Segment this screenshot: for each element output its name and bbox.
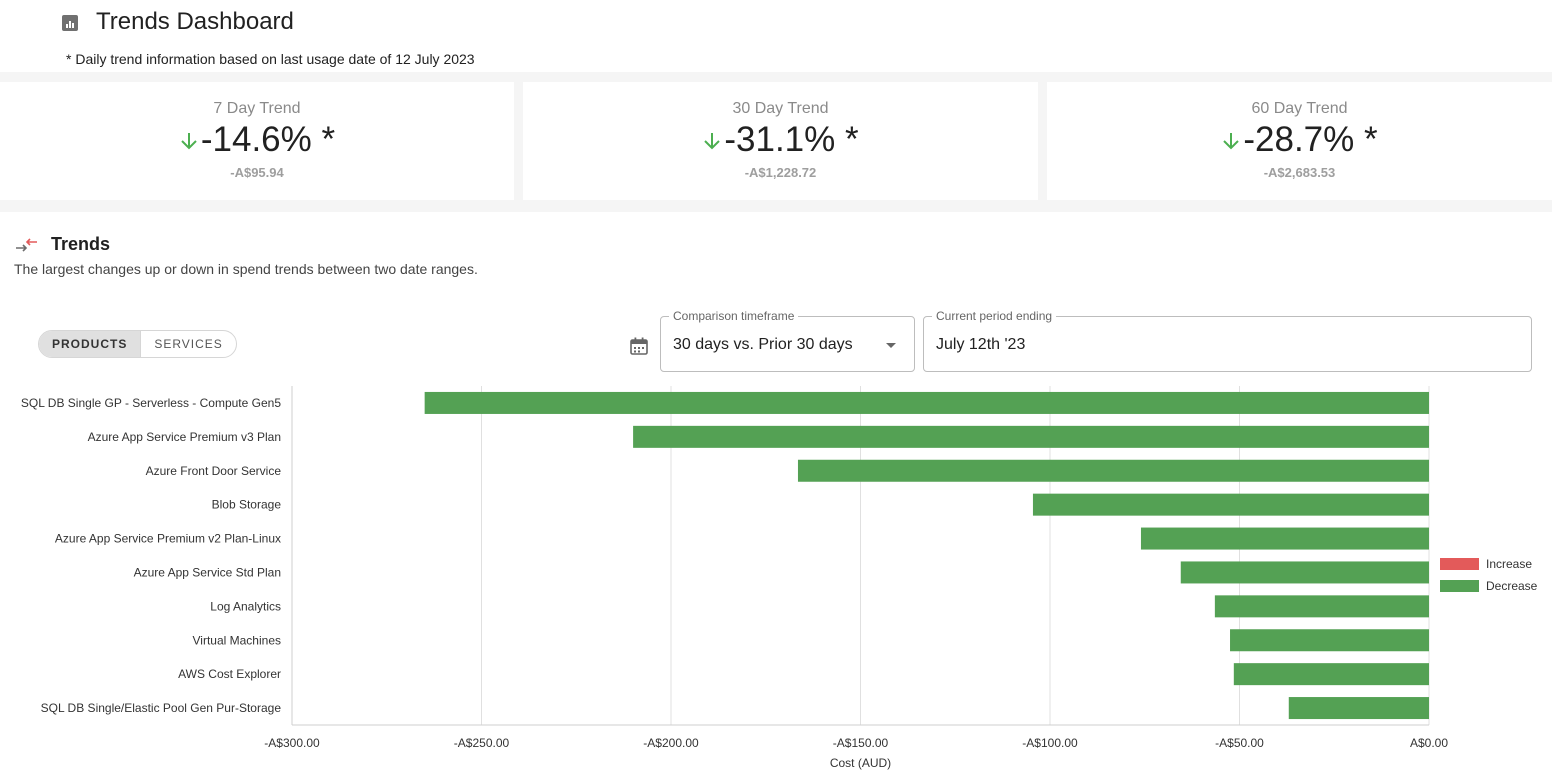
kpi-value-text: -31.1% * (724, 120, 859, 159)
x-tick-label: -A$100.00 (1022, 736, 1078, 750)
kpi-value: -14.6% * (0, 120, 514, 160)
arrow-down-icon (181, 133, 197, 150)
period-ending-field[interactable]: Current period ending July 12th '23 (923, 309, 1532, 372)
x-tick-label: -A$250.00 (454, 736, 510, 750)
compare-arrows-icon (16, 238, 37, 252)
chart-bar (1233, 663, 1429, 686)
trends-bar-chart: SQL DB Single GP - Serverless - Compute … (21, 386, 1538, 770)
category-label: Azure App Service Premium v2 Plan-Linux (55, 532, 281, 546)
legend-swatch (1440, 558, 1479, 570)
category-label: Virtual Machines (193, 633, 282, 647)
category-label: SQL DB Single GP - Serverless - Compute … (21, 396, 281, 410)
x-tick-label: -A$150.00 (833, 736, 889, 750)
chart-bar (1140, 527, 1429, 550)
x-tick-label: -A$300.00 (264, 736, 320, 750)
category-label: Azure Front Door Service (146, 464, 282, 478)
period-ending-value: July 12th '23 (936, 336, 1026, 353)
kpi-value: -31.1% * (523, 120, 1038, 160)
products-toggle-button[interactable]: PRODUCTS (39, 331, 141, 357)
legend-label: Decrease (1486, 579, 1538, 593)
kpi-card-7-day: 7 Day Trend -14.6% * -A$95.94 (0, 82, 514, 200)
section-title: Trends (51, 234, 111, 254)
chart-bar (1032, 493, 1429, 516)
kpi-amount: -A$1,228.72 (744, 165, 817, 180)
comparison-timeframe-select[interactable]: Comparison timeframe 30 days vs. Prior 3… (660, 309, 915, 372)
arrow-down-icon (1223, 133, 1240, 150)
section-description: The largest changes up or down in spend … (14, 261, 478, 277)
x-tick-label: -A$200.00 (643, 736, 699, 750)
legend-label: Increase (1486, 557, 1532, 571)
chart-bar (1230, 629, 1429, 652)
kpi-label: 30 Day Trend (732, 100, 829, 117)
page-title: Trends Dashboard (96, 8, 294, 35)
kpi-amount: -A$95.94 (230, 165, 284, 180)
services-toggle-button[interactable]: SERVICES (140, 331, 235, 357)
x-tick-label: -A$50.00 (1215, 736, 1264, 750)
period-ending-label: Current period ending (932, 309, 1057, 323)
chart-bar (797, 459, 1429, 482)
comparison-timeframe-label: Comparison timeframe (669, 309, 799, 323)
legend-swatch (1440, 580, 1479, 592)
category-label: Azure App Service Std Plan (134, 565, 281, 579)
chart-bar (1288, 697, 1429, 720)
kpi-card-30-day: 30 Day Trend -31.1% * -A$1,228.72 (523, 82, 1038, 200)
page-header: Trends Dashboard * Daily trend informati… (0, 0, 1552, 72)
x-tick-label: A$0.00 (1410, 736, 1448, 750)
kpi-card-60-day: 60 Day Trend -28.7% * -A$2,683.53 (1047, 82, 1552, 200)
kpi-label: 60 Day Trend (1251, 100, 1348, 117)
comparison-timeframe-value: 30 days vs. Prior 30 days (673, 336, 853, 353)
category-label: AWS Cost Explorer (178, 667, 281, 681)
chart-bar (633, 425, 1429, 448)
kpi-value-text: -28.7% * (1243, 120, 1378, 159)
dashboard-icon (62, 15, 78, 31)
category-label: SQL DB Single/Elastic Pool Gen Pur-Stora… (41, 701, 282, 715)
kpi-amount: -A$2,683.53 (1263, 165, 1336, 180)
kpi-value-text: -14.6% * (200, 120, 336, 159)
chart-bar (1180, 561, 1429, 584)
category-label: Log Analytics (210, 599, 281, 613)
chevron-down-icon (886, 343, 896, 348)
chart-bar (424, 391, 1429, 414)
kpi-label: 7 Day Trend (213, 100, 301, 117)
page-subtitle: * Daily trend information based on last … (66, 51, 475, 67)
chart-bar (1214, 595, 1429, 618)
category-label: Azure App Service Premium v3 Plan (88, 430, 281, 444)
calendar-icon[interactable] (629, 336, 649, 356)
category-label: Blob Storage (212, 498, 282, 512)
kpi-value: -28.7% * (1047, 120, 1552, 160)
view-toggle: PRODUCTS SERVICES (38, 330, 237, 358)
x-axis-label: Cost (AUD) (830, 756, 891, 770)
arrow-down-icon (704, 133, 721, 150)
